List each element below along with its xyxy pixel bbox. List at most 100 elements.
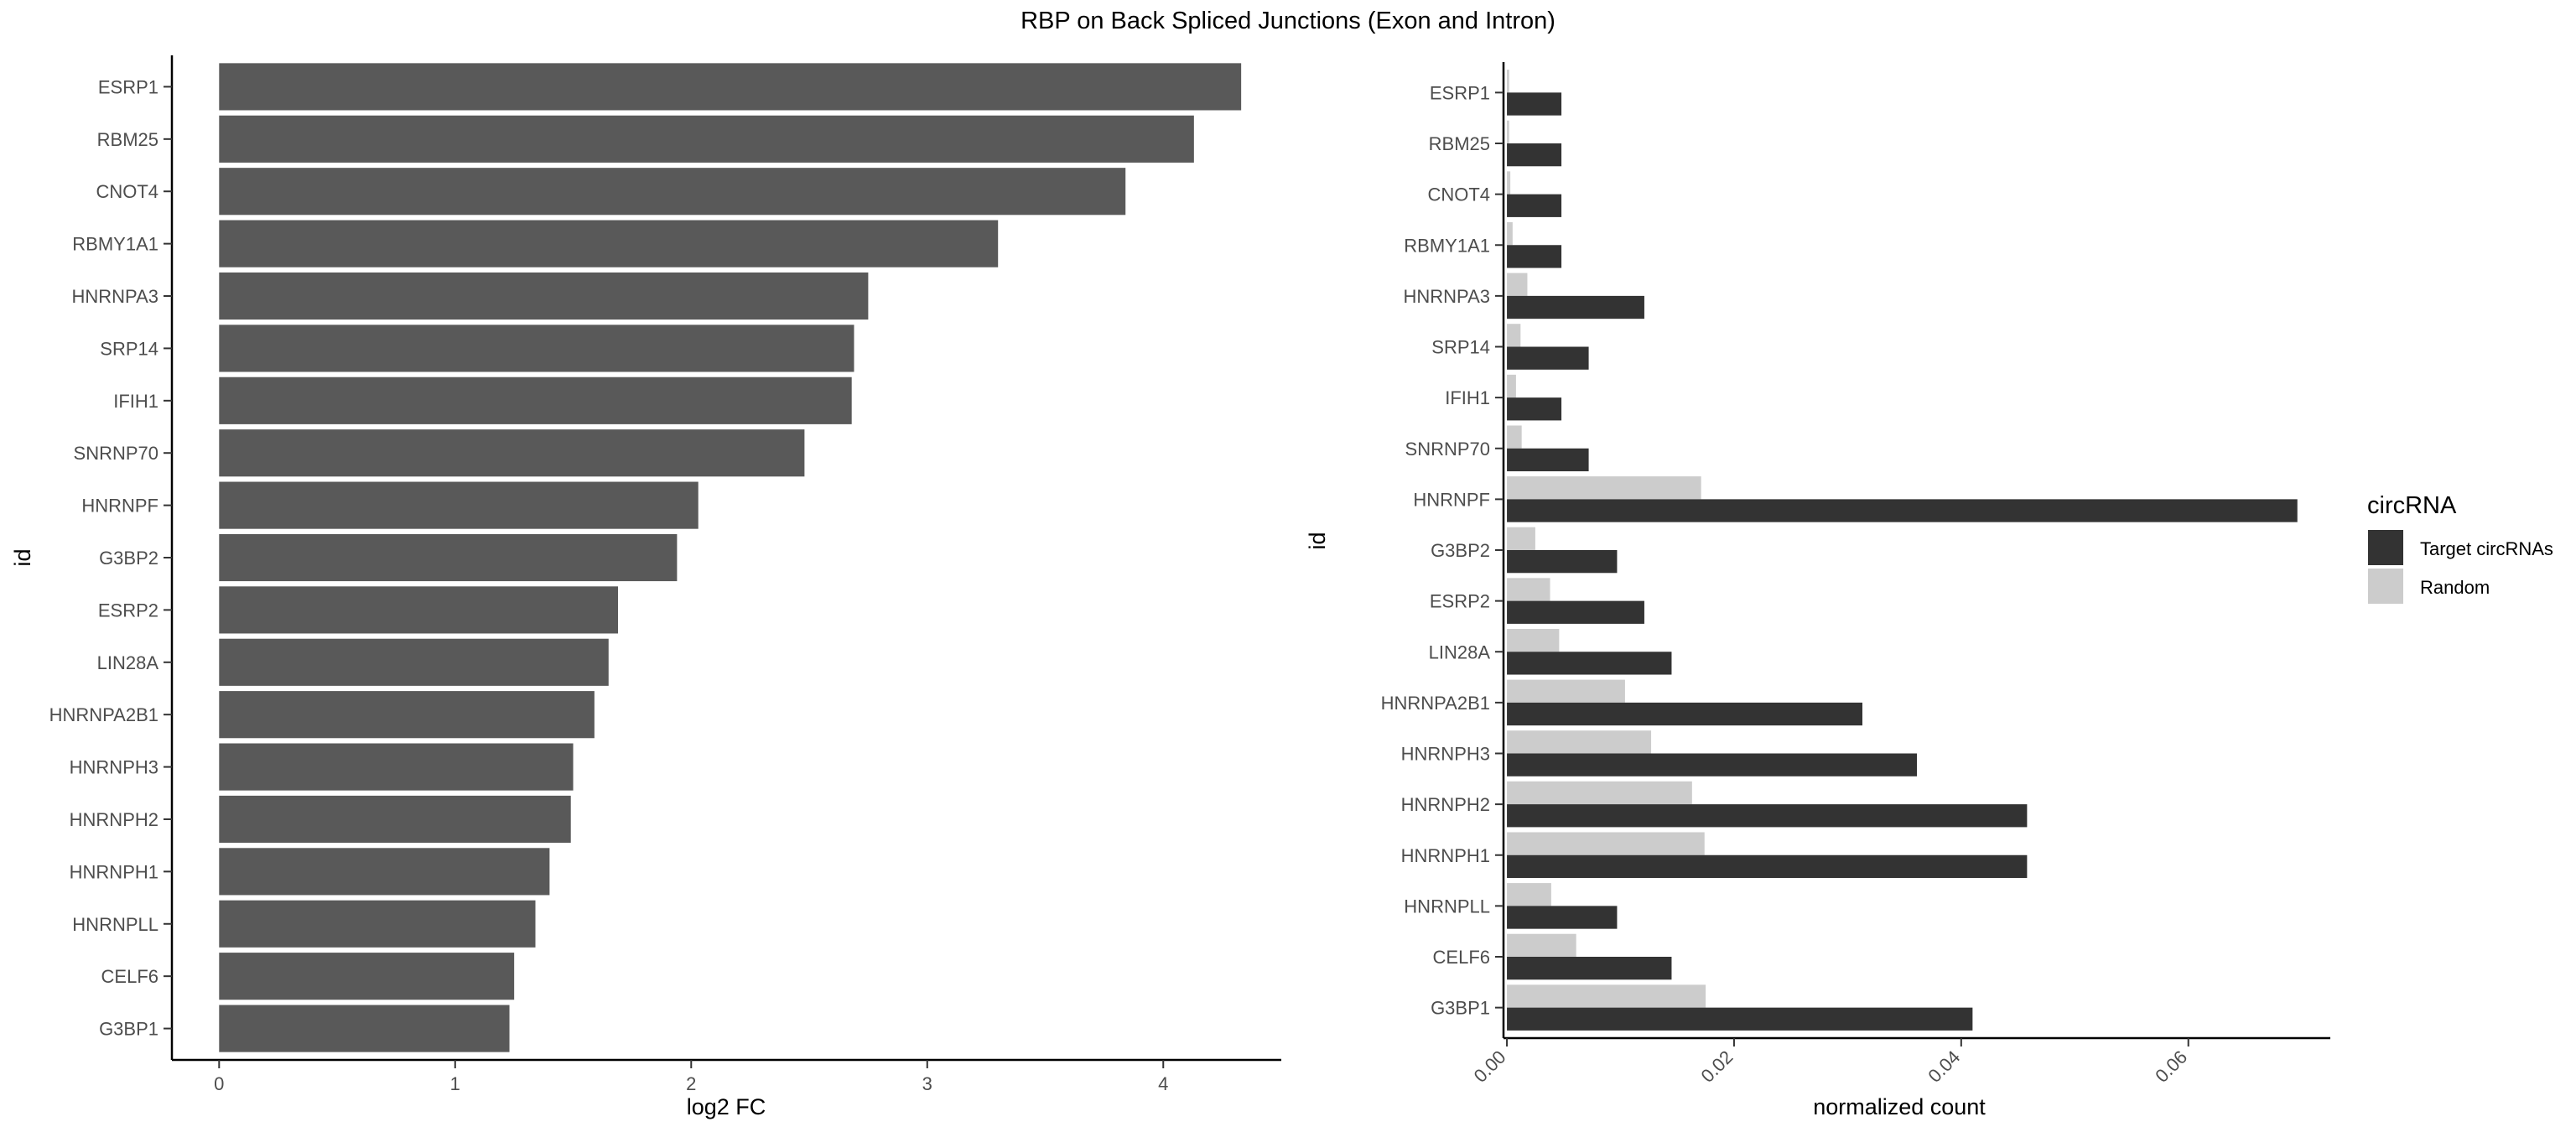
target-bar-hnrnpll (1507, 906, 1618, 929)
right-y-tick-label: SRP14 (1431, 337, 1490, 358)
right-y-tick-label: RBMY1A1 (1404, 235, 1490, 256)
log2fc-bars (219, 63, 1242, 1052)
right-y-tick-label: LIN28A (1429, 641, 1491, 662)
log2fc-bar-esrp2 (219, 586, 619, 634)
left-y-tick-label: HNRNPLL (72, 914, 158, 935)
left-y-tick-label: HNRNPF (81, 496, 158, 517)
right-x-tick-label: 0.00 (1470, 1046, 1510, 1087)
log2fc-bar-g3bp2 (219, 533, 678, 582)
right-y-tick-label: CELF6 (1433, 947, 1490, 968)
legend-key-target (2368, 530, 2403, 565)
random-bar-srp14 (1507, 324, 1521, 347)
right-x-axis-title: normalized count (1813, 1094, 1986, 1119)
right-y-tick-label: ESRP2 (1430, 591, 1490, 612)
left-x-tick-label: 4 (1158, 1073, 1168, 1094)
random-bar-hnrnpll (1507, 883, 1551, 906)
right-y-axis-title: id (1305, 532, 1330, 549)
left-y-tick-label: ESRP2 (98, 600, 158, 621)
right-x-tick-label: 0.06 (2151, 1046, 2191, 1087)
left-y-tick-label: HNRNPH2 (70, 809, 158, 830)
right-y-tick-label: CNOT4 (1427, 184, 1490, 205)
legend-key-random (2368, 569, 2403, 604)
target-bar-hnrnph2 (1507, 804, 2028, 828)
random-bar-cnot4 (1507, 171, 1511, 195)
random-bar-hnrnph3 (1507, 730, 1652, 754)
left-y-tick-label: IFIH1 (113, 391, 158, 412)
target-bar-g3bp1 (1507, 1007, 1973, 1031)
right-y-ticks: ESRP1 RBM25 CNOT4 RBMY1A1 HNRNPA3 SRP14 IFIH1 S… (1381, 82, 1504, 1019)
left-y-tick-label: HNRNPH1 (70, 861, 158, 882)
target-bar-hnrnph1 (1507, 854, 2028, 879)
log2fc-bar-lin28a (219, 638, 609, 686)
normalized-count-bars (1507, 70, 2298, 1031)
log2fc-bar-hnrnpf (219, 481, 699, 529)
log2fc-bar-rbmy1a1 (219, 220, 999, 267)
random-bar-esrp2 (1507, 578, 1550, 601)
legend-label-random: Random (2420, 577, 2490, 598)
right-y-tick-label: HNRNPH3 (1401, 744, 1490, 765)
random-bar-g3bp2 (1507, 527, 1535, 550)
random-bar-hnrnph2 (1507, 781, 1692, 805)
left-x-tick-label: 3 (922, 1073, 932, 1094)
log2fc-bar-snrnp70 (219, 429, 805, 477)
target-bar-hnrnpa3 (1507, 295, 1644, 319)
left-y-tick-label: G3BP1 (99, 1019, 158, 1040)
target-bar-srp14 (1507, 346, 1589, 370)
log2fc-panel: ESRP1 RBM25 CNOT4 RBMY1A1 HNRNPA3 SRP14 IFIH1 S… (10, 55, 1281, 1119)
left-y-tick-label: RBMY1A1 (72, 234, 158, 255)
right-y-tick-label: HNRNPF (1413, 489, 1490, 510)
right-y-tick-label: HNRNPLL (1404, 896, 1490, 917)
right-y-tick-label: SNRNP70 (1405, 439, 1490, 460)
log2fc-bar-celf6 (219, 953, 515, 1000)
left-y-tick-label: ESRP1 (98, 76, 158, 97)
log2fc-bar-esrp1 (219, 63, 1242, 111)
right-y-tick-label: HNRNPH1 (1401, 845, 1490, 866)
target-bar-hnrnpf (1507, 499, 2298, 522)
log2fc-bar-rbm25 (219, 115, 1194, 163)
target-bar-lin28a (1507, 652, 1672, 675)
left-y-tick-label: SNRNP70 (74, 443, 158, 464)
log2fc-bar-hnrnph2 (219, 795, 571, 844)
right-y-tick-label: IFIH1 (1445, 387, 1490, 408)
right-x-ticks: 0.00 0.02 0.04 0.06 (1470, 1038, 2191, 1087)
left-y-axis-title: id (10, 548, 35, 566)
random-bar-hnrnpf (1507, 476, 1701, 500)
random-bar-snrnp70 (1507, 425, 1522, 449)
log2fc-bar-ifih1 (219, 377, 852, 424)
target-bar-esrp2 (1507, 600, 1644, 624)
right-y-tick-label: HNRNPA3 (1403, 286, 1490, 307)
left-y-tick-label: HNRNPA2B1 (49, 704, 158, 725)
random-bar-hnrnph1 (1507, 832, 1705, 855)
right-y-tick-label: ESRP1 (1430, 82, 1490, 103)
left-y-tick-label: G3BP2 (99, 548, 158, 569)
random-bar-hnrnpa3 (1507, 273, 1528, 296)
left-y-tick-label: CELF6 (101, 966, 158, 987)
target-bar-hnrnpa2b1 (1507, 702, 1862, 726)
normalized-count-panel: ESRP1 RBM25 CNOT4 RBMY1A1 HNRNPA3 SRP14 IFIH1 S… (1305, 62, 2330, 1119)
left-x-tick-label: 1 (450, 1073, 460, 1094)
left-y-tick-label: HNRNPH3 (70, 757, 158, 778)
random-bar-hnrnpa2b1 (1507, 679, 1625, 703)
log2fc-bar-srp14 (219, 325, 854, 372)
right-y-tick-label: RBM25 (1429, 133, 1490, 154)
target-bar-esrp1 (1507, 92, 1562, 116)
target-bar-cnot4 (1507, 194, 1562, 217)
log2fc-bar-hnrnpll (219, 900, 536, 948)
left-y-tick-label: CNOT4 (96, 181, 158, 202)
right-x-tick-label: 0.04 (1924, 1046, 1964, 1087)
right-y-tick-label: G3BP1 (1431, 998, 1490, 1019)
left-x-axis-title: log2 FC (687, 1094, 766, 1119)
target-bar-rbm25 (1507, 143, 1562, 167)
log2fc-bar-g3bp1 (219, 1005, 510, 1052)
figure-title: RBP on Back Spliced Junctions (Exon and … (1021, 8, 1555, 34)
target-bar-ifih1 (1507, 397, 1562, 421)
random-bar-rbmy1a1 (1507, 221, 1513, 246)
legend: circRNA Target circRNAs Random (2367, 492, 2553, 604)
left-y-tick-label: LIN28A (97, 652, 159, 673)
right-y-tick-label: G3BP2 (1431, 540, 1490, 561)
random-bar-lin28a (1507, 628, 1560, 652)
log2fc-bar-cnot4 (219, 168, 1126, 216)
target-bar-g3bp2 (1507, 550, 1618, 574)
log2fc-bar-hnrnph1 (219, 848, 550, 896)
